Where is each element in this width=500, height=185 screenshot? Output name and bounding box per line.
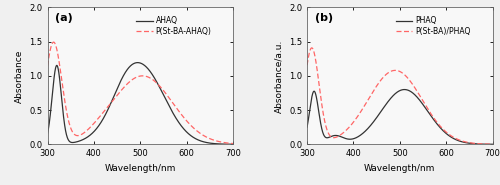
P(St-BA-AHAQ) [135,76,141,78]
PHAQ [490,143,496,145]
AHAQ [224,143,230,145]
P(St-BA)/PHAQ [394,70,400,72]
P(St-BA-AHAQ) [54,49,60,52]
PHAQ [394,91,400,93]
PHAQ [314,97,320,99]
PHAQ [402,88,407,91]
Legend: PHAQ, P(St-BA)/PHAQ: PHAQ, P(St-BA)/PHAQ [394,14,473,38]
Line: P(St-BA-AHAQ): P(St-BA-AHAQ) [48,42,233,144]
PHAQ [484,143,490,145]
X-axis label: Wavelength/nm: Wavelength/nm [364,164,436,173]
P(St-BA-AHAQ) [224,142,230,144]
P(St-BA)/PHAQ [308,47,314,49]
PHAQ [484,143,490,145]
P(St-BA-AHAQ) [44,65,51,67]
AHAQ [190,136,196,139]
P(St-BA)/PHAQ [484,143,490,145]
P(St-BA)/PHAQ [450,136,456,138]
P(St-BA-AHAQ) [130,78,136,80]
X-axis label: Wavelength/nm: Wavelength/nm [104,164,176,173]
P(St-BA)/PHAQ [390,70,396,72]
Y-axis label: Absorbance/a.u.: Absorbance/a.u. [274,39,283,112]
P(St-BA-AHAQ) [230,142,236,145]
AHAQ [230,143,236,145]
AHAQ [130,63,136,65]
PHAQ [390,95,396,98]
Text: (b): (b) [314,13,332,23]
AHAQ [44,132,51,135]
P(St-BA)/PHAQ [484,143,490,145]
P(St-BA)/PHAQ [314,65,320,68]
P(St-BA-AHAQ) [224,142,230,144]
AHAQ [135,61,141,64]
Y-axis label: Absorbance: Absorbance [15,49,24,102]
Legend: AHAQ, P(St-BA-AHAQ): AHAQ, P(St-BA-AHAQ) [134,14,214,38]
Line: P(St-BA)/PHAQ: P(St-BA)/PHAQ [307,48,492,144]
Line: AHAQ: AHAQ [48,63,233,144]
AHAQ [224,143,230,145]
P(St-BA-AHAQ) [190,127,196,129]
AHAQ [54,64,60,67]
PHAQ [450,137,456,139]
Line: PHAQ: PHAQ [307,90,492,144]
AHAQ [134,61,140,64]
P(St-BA-AHAQ) [50,41,56,43]
Text: (a): (a) [55,13,72,23]
PHAQ [304,126,310,128]
P(St-BA)/PHAQ [304,64,310,66]
P(St-BA)/PHAQ [490,143,496,145]
